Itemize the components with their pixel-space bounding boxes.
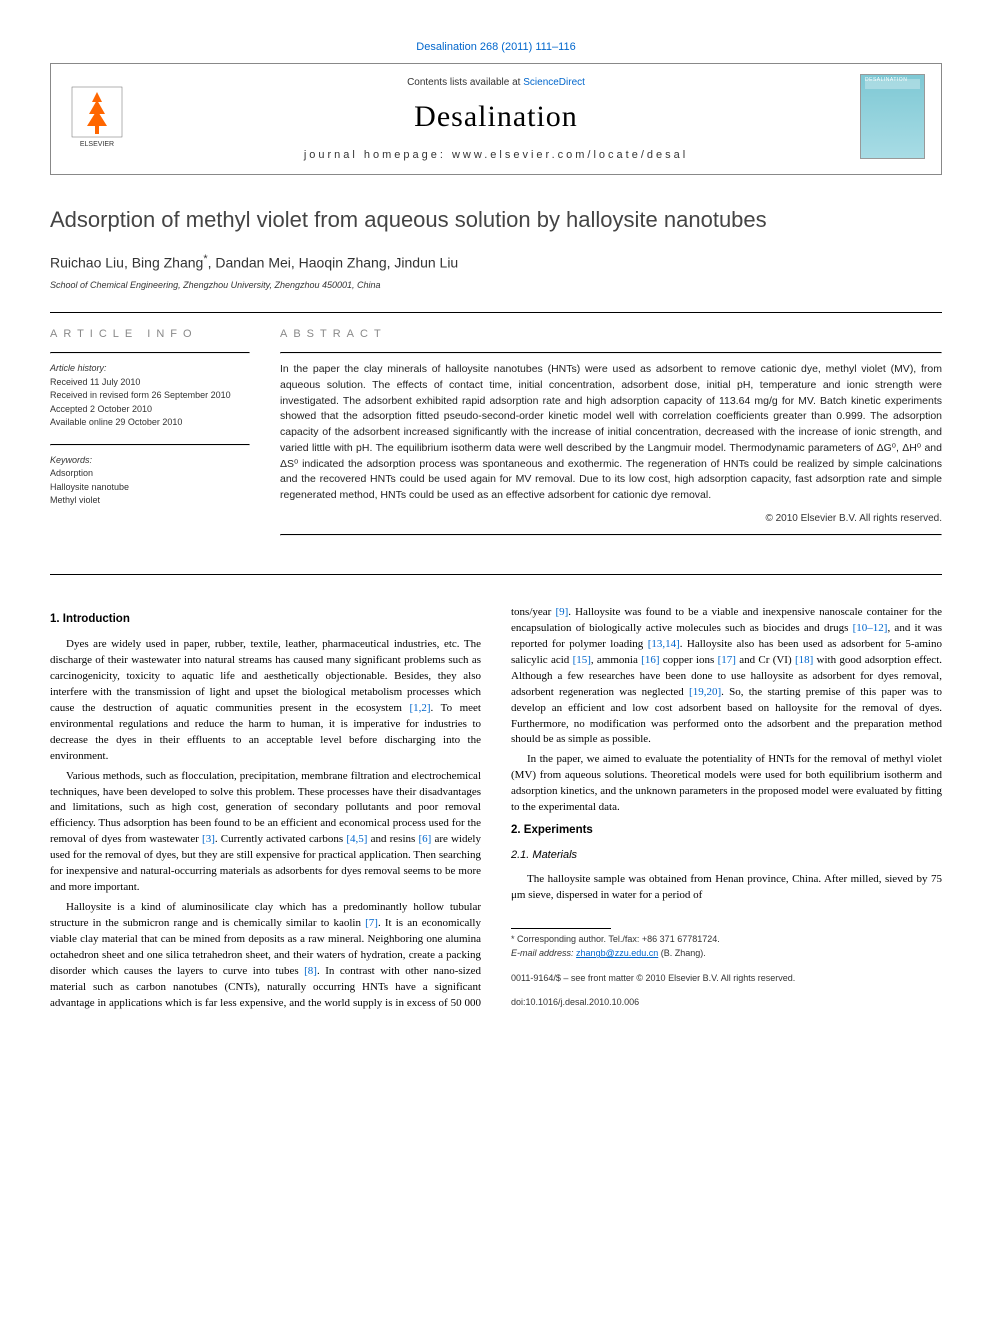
citation-link[interactable]: [17] xyxy=(718,654,736,666)
email-link[interactable]: zhangb@zzu.edu.cn xyxy=(576,948,658,958)
article-title: Adsorption of methyl violet from aqueous… xyxy=(50,205,942,236)
citation-link[interactable]: [18] xyxy=(795,654,813,666)
citation-link[interactable]: [8] xyxy=(304,965,317,977)
journal-homepage: journal homepage: www.elsevier.com/locat… xyxy=(147,148,845,163)
cover-label: DESALINATION xyxy=(865,77,907,84)
keyword: Halloysite nanotube xyxy=(50,481,250,495)
contents-available-line: Contents lists available at ScienceDirec… xyxy=(147,76,845,90)
journal-name: Desalination xyxy=(147,96,845,138)
authors-part2: , Dandan Mei, Haoqin Zhang, Jindun Liu xyxy=(208,255,459,271)
history-line: Received in revised form 26 September 20… xyxy=(50,389,250,403)
elsevier-logo: ELSEVIER xyxy=(67,82,127,152)
footnote-block: * Corresponding author. Tel./fax: +86 37… xyxy=(511,928,942,1009)
section-heading-experiments: 2. Experiments xyxy=(511,822,942,838)
email-line: E-mail address: zhangb@zzu.edu.cn (B. Zh… xyxy=(511,947,942,960)
journal-banner: ELSEVIER Contents lists available at Sci… xyxy=(50,63,942,175)
history-line: Available online 29 October 2010 xyxy=(50,416,250,430)
keyword: Methyl violet xyxy=(50,494,250,508)
footnote-divider xyxy=(511,928,611,929)
info-divider-1 xyxy=(50,352,250,354)
top-divider xyxy=(50,312,942,313)
citation-link[interactable]: [6] xyxy=(418,833,431,845)
mid-divider xyxy=(50,574,942,575)
doi-line: doi:10.1016/j.desal.2010.10.006 xyxy=(511,996,942,1009)
info-divider-2 xyxy=(50,444,250,446)
abstract-text: In the paper the clay minerals of halloy… xyxy=(280,362,942,504)
paragraph: Dyes are widely used in paper, rubber, t… xyxy=(50,637,481,765)
citation-link[interactable]: [16] xyxy=(641,654,659,666)
paragraph: The halloysite sample was obtained from … xyxy=(511,872,942,904)
author-list: Ruichao Liu, Bing Zhang*, Dandan Mei, Ha… xyxy=(50,252,942,273)
contents-prefix: Contents lists available at xyxy=(407,77,523,88)
sciencedirect-link[interactable]: ScienceDirect xyxy=(523,77,585,88)
corresponding-author-note: * Corresponding author. Tel./fax: +86 37… xyxy=(511,933,942,946)
citation-link[interactable]: [10–12] xyxy=(853,622,888,634)
affiliation: School of Chemical Engineering, Zhengzho… xyxy=(50,279,942,292)
history-line: Accepted 2 October 2010 xyxy=(50,403,250,417)
citation-link[interactable]: [4,5] xyxy=(346,833,367,845)
email-name: (B. Zhang). xyxy=(661,948,706,958)
citation-link[interactable]: [1,2] xyxy=(409,702,430,714)
cover-thumb-slot: DESALINATION xyxy=(845,74,925,164)
abstract-column: ABSTRACT In the paper the clay minerals … xyxy=(280,327,942,544)
section-heading-intro: 1. Introduction xyxy=(50,611,481,627)
citation-link[interactable]: [3] xyxy=(202,833,215,845)
article-history: Article history: Received 11 July 2010 R… xyxy=(50,362,250,430)
abstract-copyright: © 2010 Elsevier B.V. All rights reserved… xyxy=(280,512,942,526)
citation-link[interactable]: [9] xyxy=(555,606,568,618)
abstract-divider-2 xyxy=(280,534,942,536)
citation-link[interactable]: [7] xyxy=(365,917,378,929)
history-line: Received 11 July 2010 xyxy=(50,376,250,390)
citation-header: Desalination 268 (2011) 111–116 xyxy=(50,40,942,55)
svg-text:ELSEVIER: ELSEVIER xyxy=(80,141,114,148)
authors-part1: Ruichao Liu, Bing Zhang xyxy=(50,255,203,271)
citation-link[interactable]: [19,20] xyxy=(689,686,721,698)
article-info-header: ARTICLE INFO xyxy=(50,327,250,342)
paragraph: In the paper, we aimed to evaluate the p… xyxy=(511,752,942,816)
publisher-logo-slot: ELSEVIER xyxy=(67,82,147,157)
abstract-divider-1 xyxy=(280,352,942,354)
issn-line: 0011-9164/$ – see front matter © 2010 El… xyxy=(511,972,942,985)
keyword: Adsorption xyxy=(50,467,250,481)
article-info-column: ARTICLE INFO Article history: Received 1… xyxy=(50,327,250,544)
citation-link[interactable]: [13,14] xyxy=(648,638,680,650)
citation-link[interactable]: [15] xyxy=(573,654,591,666)
email-label: E-mail address: xyxy=(511,948,574,958)
keywords-label: Keywords: xyxy=(50,454,250,468)
paragraph: Various methods, such as flocculation, p… xyxy=(50,769,481,897)
subsection-heading-materials: 2.1. Materials xyxy=(511,848,942,863)
journal-cover-thumbnail: DESALINATION xyxy=(860,74,925,159)
article-body: 1. Introduction Dyes are widely used in … xyxy=(50,605,942,1012)
keywords-section: Keywords: Adsorption Halloysite nanotube… xyxy=(50,454,250,508)
abstract-header: ABSTRACT xyxy=(280,327,942,342)
history-label: Article history: xyxy=(50,362,250,376)
